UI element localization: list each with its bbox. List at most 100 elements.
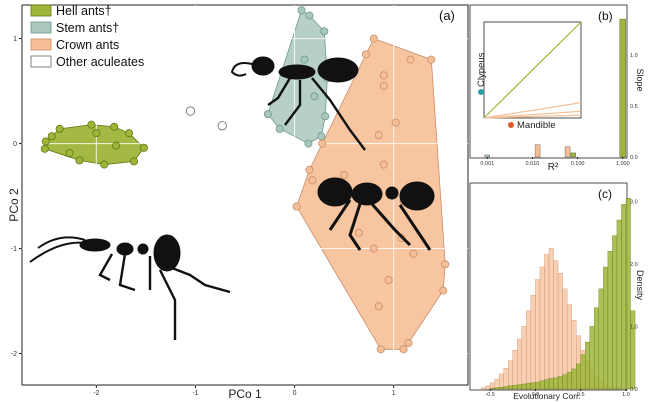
y-tick-label-a: 1 bbox=[13, 36, 17, 43]
crown-point bbox=[305, 165, 314, 174]
crown-point bbox=[376, 345, 385, 354]
hell-density-bar bbox=[612, 235, 618, 390]
x-axis-title-c: Evolutionary Corr. bbox=[513, 391, 581, 401]
y-axis-title-a: PCo 2 bbox=[7, 188, 21, 222]
hell-density-bar bbox=[594, 307, 599, 390]
hell-point bbox=[139, 143, 148, 152]
crown-point bbox=[374, 131, 383, 140]
hell-density-bar bbox=[530, 382, 536, 390]
crown-density-bar bbox=[480, 387, 486, 390]
crown-density-bar bbox=[544, 254, 550, 390]
crown-density-bar bbox=[517, 338, 522, 390]
hell-density-bar bbox=[548, 378, 554, 390]
hell-point bbox=[87, 120, 96, 129]
hell-ant-silhouette-icon bbox=[29, 234, 231, 340]
hell-density-bar bbox=[630, 310, 636, 390]
panel-a-frame bbox=[21, 4, 469, 386]
hell-density-bar bbox=[616, 219, 622, 390]
crown-point bbox=[374, 302, 383, 311]
hell-density-bar bbox=[576, 363, 581, 390]
panel-c-plot-layer: -0.5 0.0 0.5 1.00.01.02.03.0 bbox=[480, 197, 638, 398]
stem-point bbox=[321, 112, 330, 121]
hell-point bbox=[92, 129, 101, 138]
crown-ant-silhouette-icon bbox=[317, 177, 435, 251]
hell-density-bar bbox=[598, 288, 604, 390]
hell-density-bar bbox=[526, 383, 532, 390]
r2-bar bbox=[619, 18, 626, 158]
hell-density-bar bbox=[489, 388, 495, 390]
x-tick-label-c: 1.0 bbox=[622, 392, 630, 398]
legend-label-stem: Stem ants† bbox=[56, 21, 119, 35]
crown-point bbox=[404, 339, 413, 348]
stem-point bbox=[317, 132, 326, 141]
hell-point bbox=[40, 144, 49, 153]
crown-point bbox=[318, 139, 327, 148]
stem-point bbox=[310, 92, 319, 101]
mandible-marker bbox=[508, 122, 514, 128]
hell-density-bar bbox=[544, 379, 550, 390]
hell-point bbox=[112, 141, 121, 150]
crown-point bbox=[354, 228, 363, 237]
y-tick-label-a: -1 bbox=[11, 246, 17, 253]
inset-slope-line bbox=[483, 21, 582, 119]
hell-point bbox=[55, 124, 64, 133]
inset-slope-line bbox=[483, 110, 582, 119]
crown-point bbox=[391, 118, 400, 127]
hell-density-bar bbox=[607, 251, 613, 390]
stem-point bbox=[297, 6, 306, 15]
crown-density-bar bbox=[503, 368, 509, 390]
hell-density-bar bbox=[499, 386, 504, 390]
hell-density-bar bbox=[625, 197, 631, 390]
crown-point bbox=[308, 176, 317, 185]
x-tick-label-b: 0.100 bbox=[571, 161, 585, 167]
stem-point bbox=[320, 27, 329, 36]
hell-density-bar bbox=[580, 354, 586, 390]
hell-density-bar bbox=[571, 368, 577, 390]
y-tick-label-b: 1.0 bbox=[630, 53, 638, 59]
r2-bar bbox=[564, 146, 571, 158]
hell-point bbox=[110, 122, 119, 131]
r2-bar bbox=[484, 154, 490, 158]
hell-point bbox=[75, 156, 84, 165]
crown-point bbox=[439, 286, 448, 295]
r2-bar bbox=[534, 144, 541, 158]
hell-point bbox=[41, 137, 50, 146]
y-tick-label-a: -2 bbox=[11, 351, 17, 358]
hell-point bbox=[129, 157, 138, 166]
x-tick-label-b: 0.010 bbox=[526, 161, 540, 167]
panel-b-tag: (b) bbox=[598, 9, 613, 23]
crown-density-bar bbox=[512, 350, 518, 390]
y-tick-label-a: 0 bbox=[13, 141, 17, 148]
hell-point bbox=[47, 132, 56, 141]
hell-density-bar bbox=[503, 386, 509, 390]
stem-ant-silhouette-icon bbox=[230, 56, 366, 151]
crown-density-bar bbox=[526, 310, 532, 390]
x-tick-label-a: -1 bbox=[192, 390, 198, 397]
legend: Hell ants† Stem ants† Crown ants Other a… bbox=[30, 4, 144, 69]
crown-point bbox=[441, 260, 450, 269]
hell-density-bar bbox=[539, 380, 545, 390]
hell-density-bar bbox=[603, 266, 609, 390]
panel-c: -0.5 0.0 0.5 1.00.01.02.03.0 (c) Evolutiona… bbox=[469, 182, 645, 401]
hell-density-bar bbox=[494, 387, 500, 390]
crown-density-bar bbox=[539, 266, 545, 390]
r2-bar bbox=[570, 152, 576, 158]
hell-density-bar bbox=[566, 371, 572, 390]
crown-density-bar bbox=[562, 288, 568, 390]
crown-density-bar bbox=[553, 260, 559, 390]
crown-density-bar bbox=[521, 326, 527, 390]
stem-point bbox=[305, 11, 314, 20]
inset-slope-line bbox=[483, 102, 582, 119]
hell-point bbox=[65, 149, 74, 158]
hell-density-bar bbox=[553, 377, 559, 390]
mandible-label: Mandible bbox=[517, 120, 556, 131]
crown-point bbox=[379, 160, 388, 169]
hell-density-bar bbox=[557, 376, 563, 390]
clypeus-marker bbox=[478, 89, 484, 95]
clypeus-label: Clypeus bbox=[476, 52, 487, 87]
other-point bbox=[185, 106, 196, 116]
x-tick-label-a: 1 bbox=[392, 390, 396, 397]
hell-point bbox=[125, 129, 134, 138]
crown-density-bar bbox=[548, 248, 554, 390]
